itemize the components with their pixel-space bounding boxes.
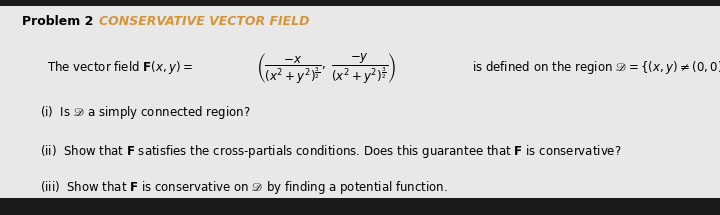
Text: The vector field $\mathbf{F}(x, y) =$: The vector field $\mathbf{F}(x, y) =$ bbox=[47, 59, 192, 76]
Text: is defined on the region $\mathscr{D} = \{(x,y) \neq (0,0)\}.$: is defined on the region $\mathscr{D} = … bbox=[472, 59, 720, 76]
Text: (i)  Is $\mathscr{D}$ a simply connected region?: (i) Is $\mathscr{D}$ a simply connected … bbox=[40, 104, 250, 121]
Text: (ii)  Show that $\mathbf{F}$ satisfies the cross-partials conditions. Does this : (ii) Show that $\mathbf{F}$ satisfies th… bbox=[40, 143, 621, 160]
FancyBboxPatch shape bbox=[0, 6, 720, 198]
Text: $\left(\dfrac{-x}{(x^2+y^2)^{\frac{3}{2}}},\ \dfrac{-y}{(x^2+y^2)^{\frac{3}{2}}}: $\left(\dfrac{-x}{(x^2+y^2)^{\frac{3}{2}… bbox=[256, 51, 396, 85]
Text: Problem 2: Problem 2 bbox=[22, 15, 97, 28]
Text: CONSERVATIVE VECTOR FIELD: CONSERVATIVE VECTOR FIELD bbox=[99, 15, 310, 28]
Text: (iii)  Show that $\mathbf{F}$ is conservative on $\mathscr{D}$ by finding a pote: (iii) Show that $\mathbf{F}$ is conserva… bbox=[40, 178, 447, 196]
